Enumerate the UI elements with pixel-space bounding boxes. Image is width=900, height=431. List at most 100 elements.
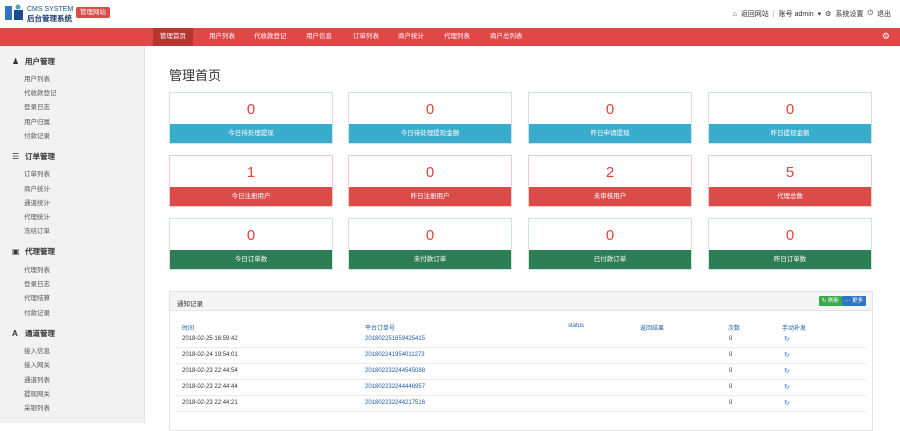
sidebar-item[interactable]: 通道统计	[24, 200, 50, 207]
sidebar-section-users[interactable]: ♟ 用户管理	[12, 57, 55, 66]
menu-item-collection[interactable]: 代收款登记	[254, 33, 287, 40]
sidebar-item[interactable]: 代理结算	[24, 295, 50, 302]
visit-site-link[interactable]: 返回网站	[740, 11, 769, 18]
sidebar-section-channels[interactable]: A 通道管理	[12, 329, 55, 338]
menu-item-merchants[interactable]: 商户总列表	[490, 33, 523, 40]
settings-gear-icon[interactable]: ⚙	[881, 31, 890, 41]
resend-icon[interactable]: ↻	[784, 336, 790, 343]
order-link[interactable]: 201802232244446957	[365, 384, 426, 390]
menu-item-orders[interactable]: 订单列表	[353, 33, 379, 40]
column-header-resend: 手动补发	[782, 326, 807, 332]
sidebar-item[interactable]: 代理列表	[24, 267, 50, 274]
chevron-down-icon[interactable]: ▾	[817, 11, 822, 18]
menu-item-user-list[interactable]: 用户列表	[209, 33, 235, 40]
stat-card[interactable]: 0 今日待处理提现金额	[348, 92, 512, 144]
sidebar-item[interactable]: 付款记录	[24, 310, 50, 317]
order-link[interactable]: 201802241954011273	[365, 352, 425, 358]
stat-label: 今日注册用户	[170, 187, 332, 206]
sidebar-item[interactable]: 接入网关	[24, 362, 50, 369]
sidebar-item[interactable]: 接入信息	[24, 348, 50, 355]
stat-card[interactable]: 0 昨日订单数	[708, 218, 872, 270]
stat-card[interactable]: 0 今日待处理提现	[169, 92, 333, 144]
sidebar-item[interactable]: 冻结订单	[24, 228, 50, 235]
stat-value: 0	[246, 101, 256, 118]
site-badge[interactable]: 管理网站	[76, 7, 110, 18]
logout-link[interactable]: 退出	[877, 11, 891, 18]
order-link[interactable]: 201802232244545088	[365, 368, 426, 374]
menu-item-agents[interactable]: 代理列表	[444, 33, 470, 40]
sidebar-item[interactable]: 通道列表	[24, 377, 50, 384]
sidebar-item[interactable]: 登录日志	[24, 104, 50, 111]
sidebar-item[interactable]: 登录日志	[24, 281, 50, 288]
sidebar-item[interactable]: 代理统计	[24, 214, 50, 221]
cell-time: 2018-02-23 22:44:21	[182, 400, 238, 406]
logo-text: CMS SYSTEM 后台管理系统	[27, 5, 73, 23]
stat-value: 0	[246, 227, 256, 244]
sidebar-item[interactable]: 采银列表	[24, 405, 50, 412]
stat-value: 1	[246, 164, 256, 181]
font-icon: A	[12, 329, 18, 338]
stat-value: 0	[605, 227, 615, 244]
top-links: ⌂ 返回网站 | 账号 admin ▾ ⚙ 系统设置 ⏻ 退出	[733, 9, 891, 19]
menu-item-merchant-stats[interactable]: 商户统计	[398, 33, 424, 40]
stat-label: 昨日申请提现	[529, 124, 691, 143]
refresh-button[interactable]: ↻ 刷新	[818, 296, 842, 306]
more-button[interactable]: ⋯ 更多	[841, 296, 866, 306]
stat-card[interactable]: 0 今日订单数	[169, 218, 333, 270]
notification-panel: 通知记录 ↻ 刷新 ⋯ 更多 时间 平台订单号 status 返回结果 次数 手…	[169, 291, 873, 431]
sidebar-section-orders[interactable]: ☰ 订单管理	[12, 152, 55, 161]
resend-icon[interactable]: ↻	[784, 384, 790, 391]
cell-count: 0	[729, 400, 733, 406]
main-content: 管理首页 0 今日待处理提现 0 今日待处理提现金额 0 昨日申请提现 0 昨日提现金额…	[146, 46, 900, 431]
table-row: 2018-02-23 22:44:44 201802232244446957 0…	[176, 380, 866, 396]
panel-header: 通知记录 ↻ 刷新 ⋯ 更多	[170, 292, 872, 311]
resend-icon[interactable]: ↻	[784, 352, 790, 359]
stat-card[interactable]: 0 已付款订单	[528, 218, 692, 270]
sidebar-item[interactable]: 订单列表	[24, 171, 50, 178]
cell-time: 2018-02-24 19:54:01	[182, 352, 238, 358]
stat-card[interactable]: 0 昨日提现金额	[708, 92, 872, 144]
top-header: CMS SYSTEM 后台管理系统 管理网站 ⌂ 返回网站 | 账号 admin…	[0, 0, 900, 28]
sidebar-item[interactable]: 商户统计	[24, 186, 50, 193]
cell-count: 0	[729, 352, 733, 358]
stat-card[interactable]: 5 代理总数	[708, 155, 872, 207]
sidebar-item[interactable]: 用户列表	[24, 76, 50, 83]
sidebar-item[interactable]: 代收款登记	[24, 90, 57, 97]
file-icon: ▣	[12, 247, 20, 256]
cell-count: 0	[729, 368, 733, 374]
sidebar-item[interactable]: 提现网关	[24, 391, 50, 398]
stat-value: 0	[425, 164, 435, 181]
sidebar-item[interactable]: 用户归属	[24, 119, 50, 126]
order-link[interactable]: 201802251659425415	[365, 336, 426, 342]
stat-card[interactable]: 0 昨日注册用户	[348, 155, 512, 207]
order-link[interactable]: 201802232244217516	[365, 400, 426, 406]
menu-item-user-info[interactable]: 用户信息	[306, 33, 332, 40]
logo-icon	[5, 4, 23, 20]
cell-time: 2018-02-25 16:59:42	[182, 336, 238, 342]
sidebar-section-agents[interactable]: ▣ 代理管理	[12, 247, 55, 256]
gear-icon: ⚙	[825, 11, 832, 18]
stat-card[interactable]: 1 今日注册用户	[169, 155, 333, 207]
stat-label: 已付款订单	[529, 250, 691, 269]
resend-icon[interactable]: ↻	[784, 400, 790, 407]
user-icon: ♟	[12, 57, 20, 66]
power-icon: ⏻	[867, 10, 873, 17]
home-icon: ⌂	[732, 10, 737, 18]
stat-card[interactable]: 0 昨日申请提现	[528, 92, 692, 144]
menu-item-home[interactable]: 管理首页	[153, 28, 193, 46]
stat-value: 0	[425, 101, 435, 118]
stat-card[interactable]: 2 未审核用户	[528, 155, 692, 207]
stat-card[interactable]: 0 未付款订单	[348, 218, 512, 270]
table-row: 2018-02-25 16:59:42 201802251659425415 0…	[176, 332, 866, 348]
cell-count: 0	[729, 384, 733, 390]
resend-icon[interactable]: ↻	[784, 368, 790, 375]
settings-link[interactable]: 系统设置	[835, 11, 864, 18]
sidebar-item[interactable]: 付款记录	[24, 133, 50, 140]
account-menu[interactable]: 账号 admin	[778, 11, 814, 18]
table-row: 2018-02-23 22:44:21 201802232244217516 0…	[176, 396, 866, 412]
column-header-count: 次数	[728, 326, 741, 332]
stat-value: 2	[605, 164, 615, 181]
stat-label: 未审核用户	[529, 187, 691, 206]
page-title: 管理首页	[169, 68, 222, 83]
logo-line2: 后台管理系统	[27, 14, 72, 23]
